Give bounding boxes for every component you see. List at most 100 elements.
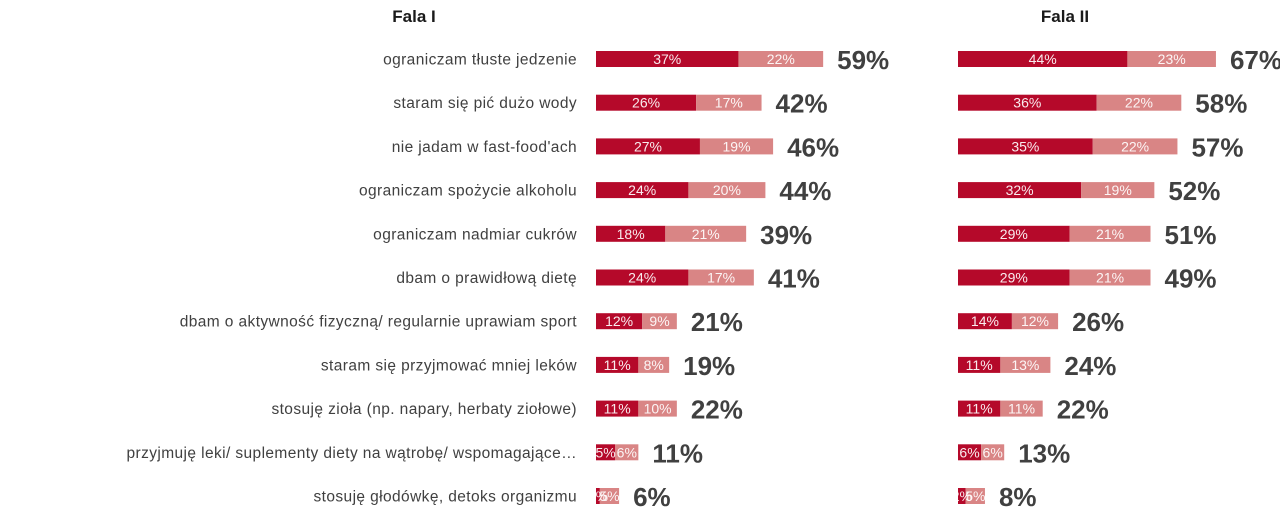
segment-label-light: 10%: [644, 401, 672, 417]
segment-label-dark: 27%: [634, 138, 662, 154]
bar-segment-dark: [596, 313, 643, 330]
segment-label-light: 22%: [1121, 138, 1149, 154]
bar-segment-dark: [958, 94, 1097, 111]
total-label: 21%: [691, 307, 743, 337]
category-label: dbam o prawidłową dietę: [396, 270, 577, 287]
bar-segment-dark: [958, 444, 982, 461]
bar-segment-dark: [596, 488, 600, 504]
bar-segment-light: [665, 225, 747, 242]
segment-label-dark: 12%: [605, 313, 633, 329]
segment-label-dark: 36%: [1013, 95, 1041, 111]
category-label: ograniczam spożycie alkoholu: [359, 183, 577, 200]
total-label: 52%: [1168, 176, 1220, 206]
bar-segment-light: [965, 488, 985, 504]
total-label: 19%: [683, 351, 735, 381]
segment-label-dark: 5%: [596, 444, 616, 460]
segment-label-dark: 29%: [1000, 226, 1028, 242]
total-label: 58%: [1195, 89, 1247, 119]
segment-label-light: 21%: [1096, 226, 1124, 242]
segment-label-dark: 11%: [604, 357, 631, 373]
segment-label-dark: 44%: [1029, 51, 1057, 67]
total-label: 11%: [652, 438, 703, 468]
bar-segment-dark: [596, 225, 666, 242]
total-label: 57%: [1191, 132, 1243, 162]
panel-title: Fala II: [1041, 7, 1089, 26]
bar-segment-dark: [958, 313, 1012, 330]
total-label: 51%: [1165, 220, 1217, 250]
segment-label-light: 13%: [1011, 357, 1039, 373]
panel-title: Fala I: [392, 7, 435, 26]
bar-segment-dark: [596, 400, 639, 417]
bar-segment-dark: [958, 269, 1070, 286]
category-label: staram się pić dużo wody: [393, 95, 577, 112]
category-label: dbam o aktywność fizyczną/ regularnie up…: [180, 314, 578, 331]
category-label: przyjmuję leki/ suplementy diety na wątr…: [126, 445, 577, 462]
bar-segment-dark: [958, 138, 1093, 155]
segment-label-light: 19%: [723, 138, 751, 154]
bar-segment-light: [1000, 400, 1043, 417]
segment-label-light: 11%: [1008, 401, 1035, 417]
bar-segment-light: [638, 400, 677, 417]
segment-label-light: 19%: [1104, 182, 1132, 198]
bar-segment-dark: [596, 356, 639, 373]
bar-segment-light: [638, 356, 670, 373]
segment-label-dark: 35%: [1011, 138, 1039, 154]
bar-segment-light: [1096, 94, 1182, 111]
segment-label-dark: 24%: [628, 182, 656, 198]
segment-label-dark: 26%: [632, 95, 660, 111]
bar-segment-light: [699, 138, 774, 155]
segment-label-dark: 14%: [971, 313, 999, 329]
bar-segment-dark: [958, 356, 1001, 373]
bar-segment-light: [688, 269, 754, 286]
bar-segment-light: [642, 313, 677, 330]
bar-segment-dark: [958, 182, 1082, 199]
segment-label-dark: 6%: [959, 444, 979, 460]
segment-label-light: 5%: [599, 488, 619, 504]
segment-label-light: 12%: [1021, 313, 1049, 329]
bar-segment-light: [738, 51, 824, 67]
category-label: staram się przyjmować mniej leków: [321, 357, 578, 374]
bar-segment-light: [1127, 51, 1216, 67]
segment-label-light: 5%: [965, 488, 985, 504]
bar-segment-light: [599, 488, 620, 504]
segment-label-dark: 24%: [628, 270, 656, 286]
segment-label-dark: 11%: [966, 357, 993, 373]
total-label: 41%: [768, 264, 820, 294]
segment-label-dark: 18%: [617, 226, 645, 242]
category-label: ograniczam nadmiar cukrów: [373, 226, 577, 243]
bar-segment-dark: [596, 51, 739, 67]
total-label: 49%: [1165, 264, 1217, 294]
segment-label-light: 6%: [983, 444, 1003, 460]
segment-label-light: 8%: [644, 357, 664, 373]
bar-segment-dark: [958, 51, 1128, 67]
segment-label-light: 17%: [707, 270, 735, 286]
segment-label-light: 20%: [713, 182, 741, 198]
bar-segment-light: [688, 182, 766, 199]
bar-segment-dark: [958, 225, 1070, 242]
total-label: 59%: [837, 45, 889, 75]
segment-label-light: 22%: [767, 51, 795, 67]
segment-label-dark: 11%: [604, 401, 631, 417]
total-label: 22%: [691, 395, 743, 425]
bar-segment-dark: [596, 94, 697, 111]
total-label: 67%: [1230, 45, 1280, 75]
bar-segment-light: [1069, 269, 1151, 286]
bar-segment-light: [696, 94, 762, 111]
category-label: stosuję zioła (np. napary, herbaty zioło…: [271, 401, 577, 418]
bar-segment-light: [615, 444, 639, 461]
bar-segment-dark: [596, 138, 700, 155]
segment-label-light: 23%: [1158, 51, 1186, 67]
total-label: 8%: [999, 482, 1037, 512]
total-label: 44%: [779, 176, 831, 206]
bar-segment-dark: [958, 488, 966, 504]
total-label: 22%: [1057, 395, 1109, 425]
segment-label-light: 22%: [1125, 95, 1153, 111]
total-label: 26%: [1072, 307, 1124, 337]
total-label: 39%: [760, 220, 812, 250]
segment-label-dark: 37%: [653, 51, 681, 67]
segment-label-light: 21%: [1096, 270, 1124, 286]
segment-label-dark: 2%: [952, 488, 972, 504]
segment-label-light: 17%: [715, 95, 743, 111]
segment-label-dark: 32%: [1006, 182, 1034, 198]
